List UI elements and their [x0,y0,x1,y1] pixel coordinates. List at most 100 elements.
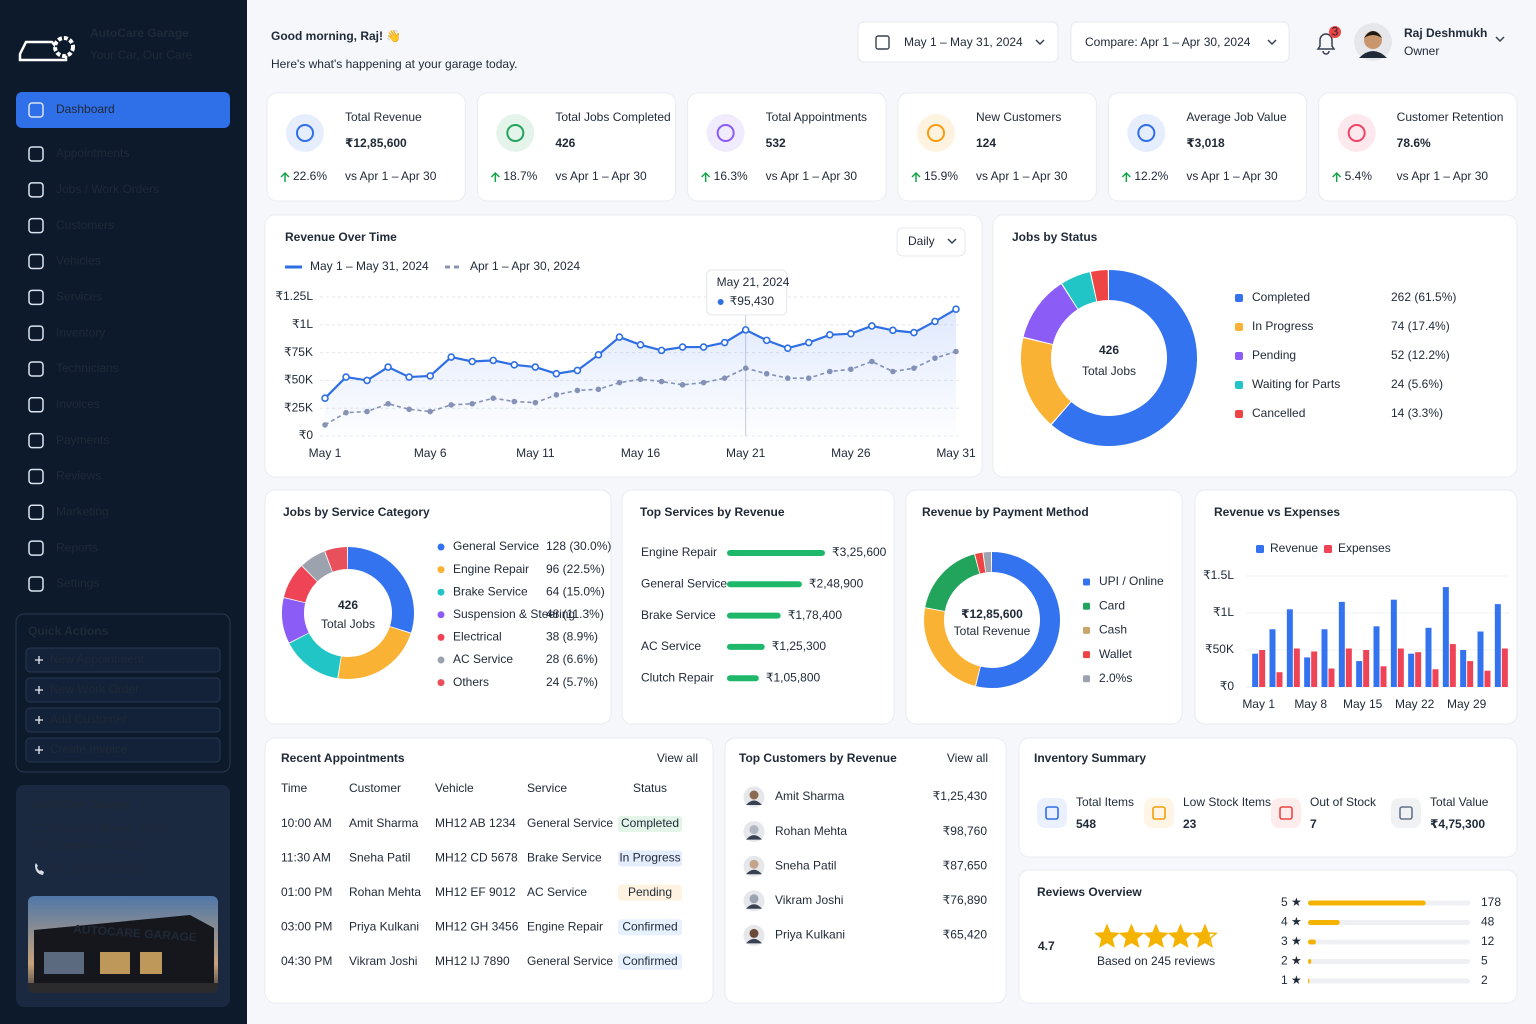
bell-icon[interactable] [1316,33,1336,55]
card [897,92,1097,202]
nav-item[interactable]: Appointments [56,146,129,160]
nav-item[interactable]: Reports [56,540,98,554]
quick-action-label[interactable]: New Appointment [50,652,145,666]
compare-range[interactable]: Compare: Apr 1 – Apr 30, 2024 [1085,35,1251,49]
data-point [468,357,477,366]
table-cell: 01:00 PM [281,885,332,899]
column-header: Service [527,781,567,795]
donut-total: ₹12,85,600 [961,607,1023,621]
legend-dot [437,679,445,687]
rating-label: 1 ★ [1281,973,1302,987]
y-tick-label: ₹50K [284,373,313,387]
legend-label: Cancelled [1252,406,1305,420]
data-point [636,341,645,349]
date-picker[interactable] [857,21,1059,63]
quick-action-button[interactable] [25,707,221,733]
chart-title: Revenue vs Expenses [1214,505,1340,519]
x-tick-label: May 16 [621,446,661,460]
view-all-link[interactable]: View all [947,751,988,765]
compare-picker[interactable] [1070,21,1290,63]
rating-bar [1308,939,1316,945]
data-point [847,329,855,338]
nav-item[interactable]: Dashboard [56,102,115,116]
donut-segment [338,626,411,679]
avatar-hair [1364,31,1382,38]
legend-label: Electrical [453,630,502,644]
kpi-compare: vs Apr 1 – Apr 30 [766,169,858,183]
legend-label: General Service [453,539,539,553]
view-all-link[interactable]: View all [657,751,698,765]
nav-icon [28,146,44,162]
inventory-icon-bg [1037,798,1067,828]
chevron-icon [1495,36,1505,43]
nav-item[interactable]: Jobs / Work Orders [56,182,159,196]
table-cell: Amit Sharma [349,816,419,830]
nav-item[interactable]: Settings [56,576,99,590]
nav-item[interactable]: Payments [56,433,109,447]
legend-dot [437,633,445,641]
data-point [889,326,897,335]
donut-total-label: Total Jobs [1082,364,1136,378]
data-point [678,343,687,351]
legend-dot [437,566,445,574]
data-point [699,343,708,351]
customer-name: Amit Sharma [775,789,845,803]
inventory-icon-bg [1391,798,1421,828]
nav-item[interactable]: Marketing [56,504,109,518]
inventory-label: Total Value [1430,795,1489,809]
donut-segment [975,552,986,574]
card [1194,489,1518,725]
nav-item[interactable]: Inventory [56,325,105,339]
kpi-label: Average Job Value [1186,110,1287,124]
customer-avatar-body [746,904,762,909]
customer-avatar-face [749,859,759,869]
photo-window [140,952,162,974]
period-dropdown[interactable] [896,227,966,257]
garage-name: AutoCare Garage [33,797,132,811]
customer-avatar-face [749,825,759,835]
data-point [489,356,498,365]
period-label[interactable]: Daily [908,234,935,248]
rating-bar [1308,959,1312,964]
nav-item[interactable]: Reviews [56,469,101,483]
kpi-label: New Customers [976,110,1061,124]
y-tick-label: ₹1.5L [1203,568,1234,582]
date-range[interactable]: May 1 – May 31, 2024 [904,35,1023,49]
customer-avatar-body [746,800,762,805]
quick-action-button[interactable] [25,677,221,703]
kpi-compare: vs Apr 1 – Apr 30 [976,169,1068,183]
quick-action-button[interactable] [25,647,221,673]
legend-value: 52 (12.2%) [1391,348,1450,362]
nav-item[interactable]: Technicians [56,361,119,375]
bar [727,643,765,650]
card [1107,92,1308,202]
plus-icon [35,686,43,694]
inventory-value: ₹4,75,300 [1430,817,1485,831]
nav-item[interactable]: Services [56,289,102,303]
chart-title: Top Services by Revenue [640,505,785,519]
bar [1425,627,1432,687]
quick-action-button[interactable] [25,737,221,763]
quick-action-label[interactable]: Add Customer [50,712,127,726]
bar-label: Engine Repair [641,545,717,559]
quick-action-label[interactable]: New Work Order [50,682,139,696]
legend-label: Completed [1252,290,1310,304]
legend-label: Brake Service [453,584,528,598]
nav-item[interactable]: Invoices [56,397,100,411]
status-label: Pending [628,885,672,899]
status-label: In Progress [619,851,680,865]
quick-action-label[interactable]: Create Invoice [50,742,128,756]
nav-item[interactable]: Customers [56,218,114,232]
table-title: Top Customers by Revenue [739,751,897,765]
nav-item[interactable]: Vehicles [56,254,101,268]
customer-avatar-body [746,869,762,875]
data-point [426,372,434,380]
avatar-body [1359,51,1387,58]
bar-value: ₹1,25,300 [772,639,827,653]
bar [1477,631,1484,687]
data-point [825,331,834,339]
legend-value: 24 (5.7%) [546,675,598,689]
status-badge [618,884,682,901]
donut-segment [924,608,981,686]
